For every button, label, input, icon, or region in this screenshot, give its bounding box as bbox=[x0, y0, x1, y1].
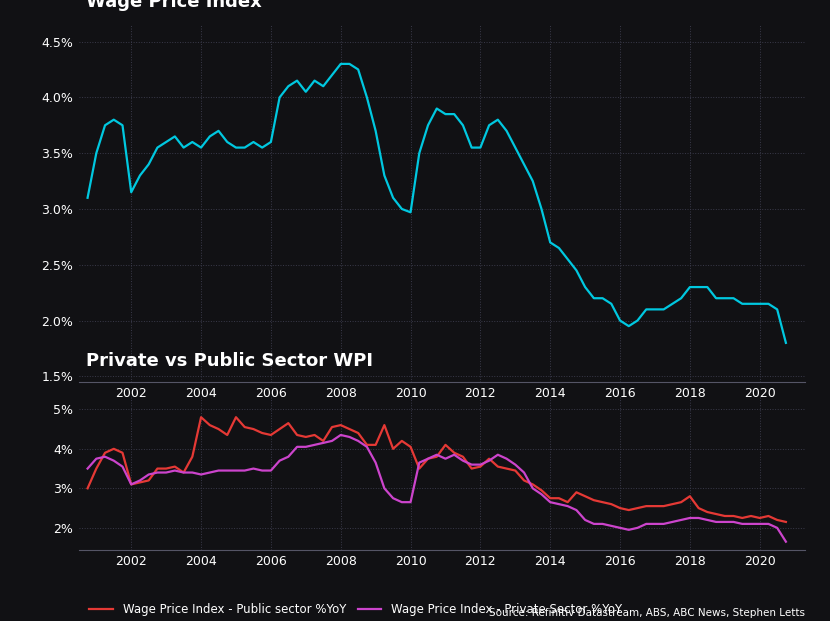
Text: Source: Refinitiv Datastream, ABS, ABC News, Stephen Letts: Source: Refinitiv Datastream, ABS, ABC N… bbox=[489, 608, 805, 618]
Legend: Wage Price Index - Public sector %YoY, Wage Price Index - Private Sector %YoY: Wage Price Index - Public sector %YoY, W… bbox=[85, 598, 627, 620]
Text: Wage Price Index: Wage Price Index bbox=[86, 0, 261, 11]
Legend: Wage Price Index %YoY: Wage Price Index %YoY bbox=[85, 425, 263, 448]
Text: Private vs Public Sector WPI: Private vs Public Sector WPI bbox=[86, 352, 374, 370]
